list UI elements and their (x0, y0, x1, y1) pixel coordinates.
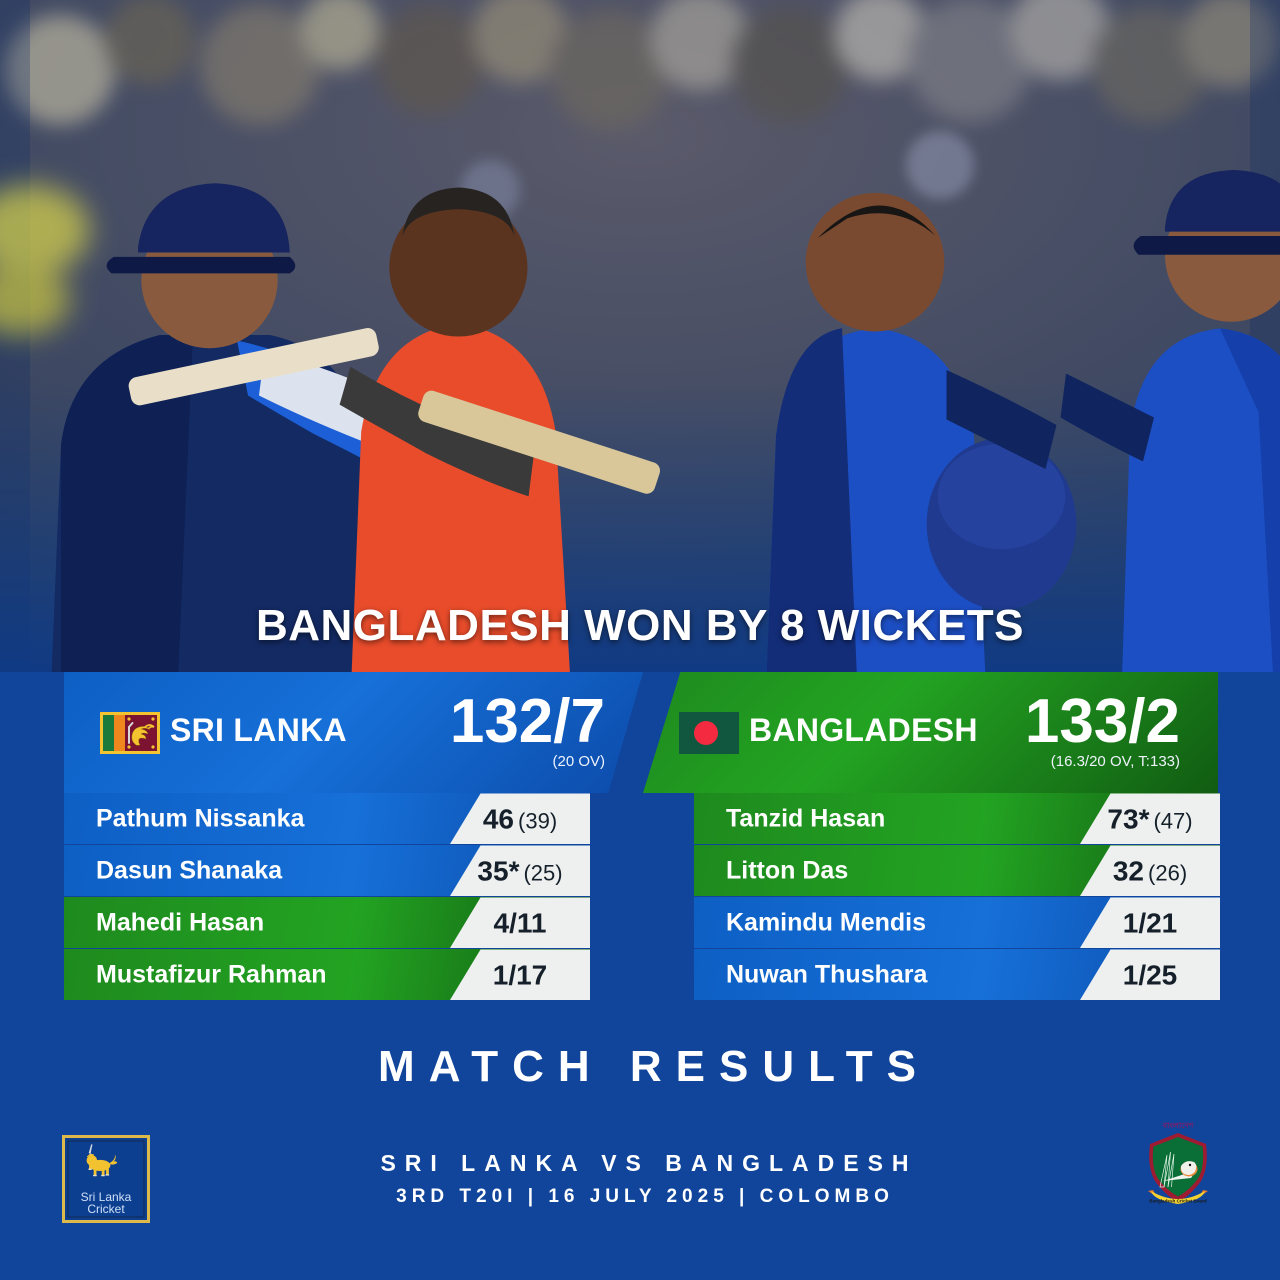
svg-text:বাংলাদেশ: বাংলাদেশ (1162, 1121, 1195, 1130)
svg-text:Bangladesh Cricket Board: Bangladesh Cricket Board (1149, 1199, 1207, 1204)
svg-text:Cricket: Cricket (87, 1202, 125, 1216)
